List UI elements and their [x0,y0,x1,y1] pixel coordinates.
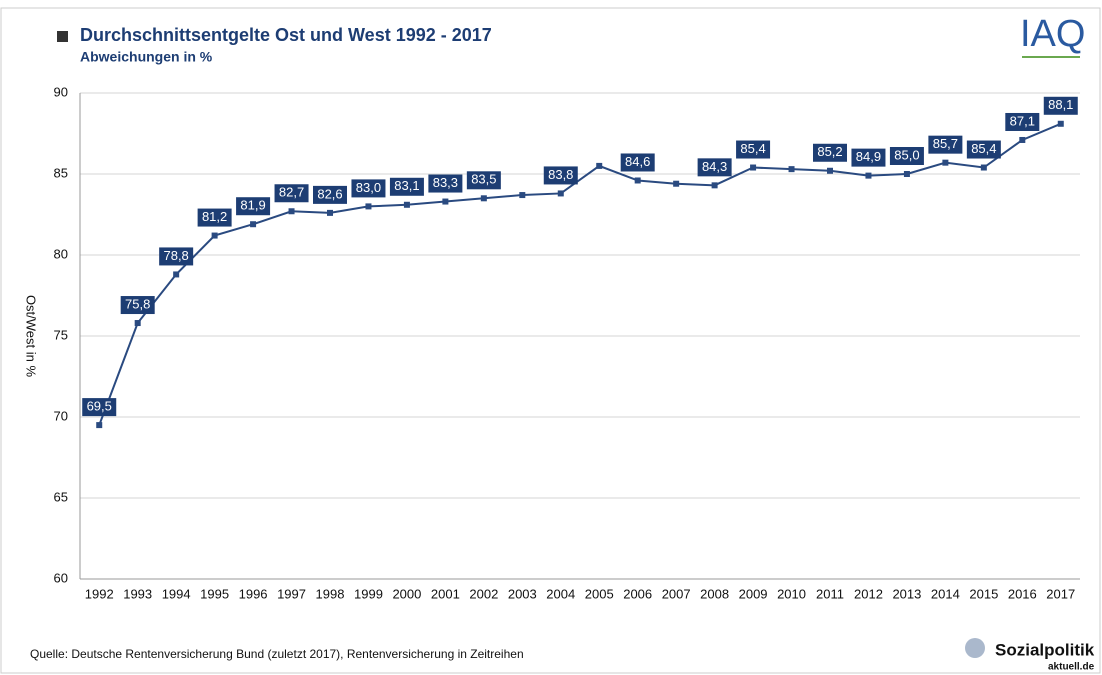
logo-bottom: Sozialpolitik [995,640,1095,659]
value-label: 75,8 [125,296,150,311]
x-tick-label: 1994 [162,586,191,601]
marker [789,166,795,172]
marker [1019,137,1025,143]
x-tick-label: 2007 [662,586,691,601]
marker [289,208,295,214]
x-tick-label: 1996 [239,586,268,601]
y-tick-label: 70 [54,408,68,423]
value-label: 84,6 [625,154,650,169]
value-label: 84,9 [856,149,881,164]
chart: Durchschnittsentgelte Ost und West 1992 … [0,0,1102,675]
value-label: 85,2 [817,144,842,159]
marker [558,190,564,196]
x-tick-label: 1997 [277,586,306,601]
x-tick-label: 1992 [85,586,114,601]
x-tick-label: 2016 [1008,586,1037,601]
x-tick-label: 2000 [392,586,421,601]
x-tick-label: 1993 [123,586,152,601]
x-tick-label: 2010 [777,586,806,601]
x-tick-label: 1998 [316,586,345,601]
marker [365,203,371,209]
marker [1058,121,1064,127]
title-marker [57,31,68,42]
marker [519,192,525,198]
value-label: 85,0 [894,147,919,162]
page: Durchschnittsentgelte Ost und West 1992 … [0,0,1102,675]
value-label: 83,5 [471,172,496,187]
value-label: 83,1 [394,178,419,193]
y-tick-label: 60 [54,570,68,585]
x-tick-label: 2008 [700,586,729,601]
x-tick-label: 2011 [816,586,844,601]
source: Quelle: Deutsche Rentenversicherung Bund… [30,647,524,661]
x-tick-label: 2013 [892,586,921,601]
value-label: 83,0 [356,180,381,195]
value-label: 81,9 [240,198,265,213]
marker [904,171,910,177]
y-tick-label: 75 [54,327,68,342]
value-label: 83,8 [548,167,573,182]
marker [442,199,448,205]
x-tick-label: 1995 [200,586,229,601]
y-tick-label: 85 [54,165,68,180]
marker [673,181,679,187]
frame [1,8,1100,673]
value-label: 82,7 [279,185,304,200]
logo-top: IAQ [1020,13,1085,55]
value-label: 87,1 [1010,113,1035,128]
value-label: 81,2 [202,209,227,224]
value-label: 85,4 [740,141,765,156]
marker [250,221,256,227]
marker [827,168,833,174]
value-label: 85,4 [971,141,996,156]
marker [981,165,987,171]
logo-bottom-sub: aktuell.de [1048,662,1095,673]
marker [865,173,871,179]
y-tick-label: 80 [54,246,68,261]
value-label: 78,8 [163,248,188,263]
marker [404,202,410,208]
marker [327,210,333,216]
x-tick-label: 2009 [739,586,768,601]
marker [212,233,218,239]
line [99,124,1061,425]
value-label: 84,3 [702,159,727,174]
value-label: 83,3 [433,175,458,190]
marker [173,271,179,277]
y-axis-title: Ost/West in % [24,295,39,378]
value-label: 69,5 [87,399,112,414]
y-tick-label: 65 [54,489,68,504]
x-tick-label: 2015 [969,586,998,601]
y-tick-label: 90 [54,84,68,99]
logo-figure [965,638,985,658]
x-tick-label: 2006 [623,586,652,601]
marker [596,163,602,169]
x-tick-label: 1999 [354,586,383,601]
value-label: 85,7 [933,136,958,151]
marker [635,177,641,183]
chart-title: Durchschnittsentgelte Ost und West 1992 … [80,25,492,45]
value-label: 82,6 [317,186,342,201]
chart-subtitle: Abweichungen in % [80,49,213,65]
marker [942,160,948,166]
x-tick-label: 2012 [854,586,883,601]
x-tick-label: 2002 [469,586,498,601]
marker [481,195,487,201]
x-tick-label: 2005 [585,586,614,601]
marker [750,165,756,171]
marker [135,320,141,326]
x-tick-label: 2004 [546,586,575,601]
x-tick-label: 2003 [508,586,537,601]
marker [96,422,102,428]
value-label: 88,1 [1048,97,1073,112]
x-tick-label: 2017 [1046,586,1075,601]
x-tick-label: 2001 [431,586,460,601]
marker [712,182,718,188]
x-tick-label: 2014 [931,586,960,601]
